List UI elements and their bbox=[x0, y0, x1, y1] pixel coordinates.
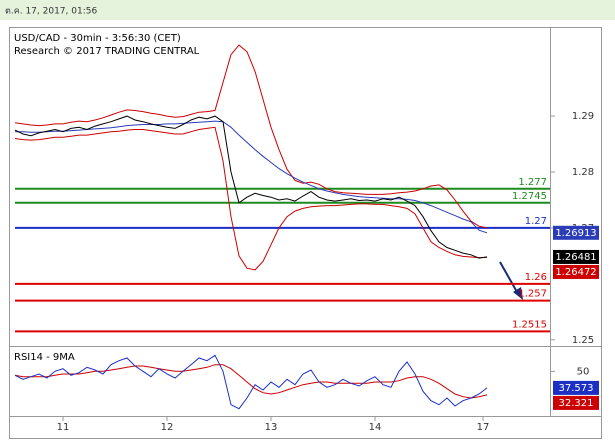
price-tag bbox=[553, 225, 599, 240]
series-line bbox=[14, 354, 488, 410]
y-tick-label: 1.28 bbox=[572, 167, 594, 178]
price-tag-label: 1.26472 bbox=[555, 267, 596, 278]
series-line bbox=[14, 126, 488, 271]
x-tick-label: 17 bbox=[477, 422, 490, 433]
price-tag-label: 32.321 bbox=[559, 398, 594, 409]
chart-title: USD/CAD - 30min - 3:56:30 (CET) bbox=[14, 33, 181, 44]
level-label: 1.277 bbox=[518, 177, 547, 188]
series-line bbox=[14, 115, 488, 259]
frame bbox=[9, 27, 602, 439]
price-tag bbox=[553, 249, 599, 264]
chart-subtitle: Research © 2017 TRADING CENTRAL bbox=[14, 46, 200, 57]
x-tick-label: 13 bbox=[265, 422, 278, 433]
series-line bbox=[15, 120, 488, 234]
price-tag bbox=[553, 395, 599, 410]
y-tick-label: 50 bbox=[577, 366, 590, 377]
price-tag bbox=[553, 264, 599, 279]
rsi-title: RSI14 - 9MA bbox=[14, 352, 75, 363]
title-bar bbox=[0, 0, 615, 20]
x-tick-label: 14 bbox=[369, 422, 382, 433]
y-tick-label: 1.25 bbox=[572, 335, 594, 346]
price-tag-label: 1.26913 bbox=[555, 228, 596, 239]
level-label: 1.27 bbox=[525, 216, 547, 227]
series-line bbox=[14, 364, 488, 399]
price-tag-label: 1.26481 bbox=[555, 252, 596, 263]
x-tick-label: 11 bbox=[57, 422, 70, 433]
timestamp: ต.ค. 17, 2017, 01:56 bbox=[5, 7, 97, 17]
level-label: 1.2745 bbox=[512, 191, 547, 202]
level-label: 1.2515 bbox=[512, 319, 547, 330]
price-tag bbox=[553, 380, 599, 395]
x-tick-label: 12 bbox=[161, 422, 174, 433]
forecast-arrow bbox=[499, 261, 523, 300]
level-label: 1.257 bbox=[518, 289, 547, 300]
series-line bbox=[14, 44, 488, 229]
y-tick-label: 1.29 bbox=[572, 111, 594, 122]
price-tag-label: 37.573 bbox=[559, 383, 594, 394]
level-label: 1.26 bbox=[525, 272, 547, 283]
